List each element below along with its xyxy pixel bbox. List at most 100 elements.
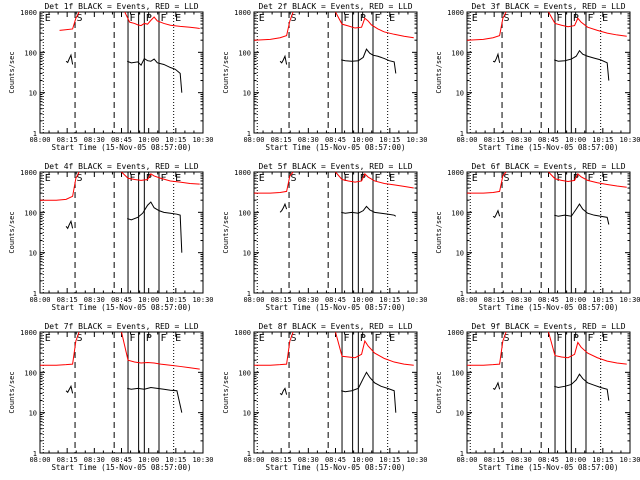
series-lld-line [124,11,200,29]
series-events-line [279,387,288,396]
marker-label: E [602,13,608,24]
ytick-label: 10 [29,410,37,418]
xtick-label: 10:15 [379,296,400,304]
xtick-label: 08:30 [511,296,532,304]
xtick-label: 08:00 [456,136,477,144]
series-events-line [341,371,397,413]
xtick-label: 08:00 [29,296,50,304]
ytick-label: 1000 [20,329,37,337]
ytick-label: 100 [451,209,464,217]
marker-label: S [77,173,83,184]
ytick-label: 1000 [447,329,464,337]
marker-label: F [557,13,563,24]
ytick-label: 10 [456,410,464,418]
x-axis-label: Start Time (15-Nov-05 08:57:00) [479,143,619,152]
marker-label: E [45,333,51,344]
ytick-label: 10 [29,90,37,98]
series-lld-line [254,171,294,194]
plot-frame [253,171,418,294]
marker-label: E [259,333,265,344]
xtick-label: 08:30 [84,456,105,464]
ytick-label: 100 [238,49,251,57]
ytick-label: 1 [460,290,464,298]
plot-frame [253,331,418,454]
series-lld-line [40,331,80,366]
marker-label: F [160,173,166,184]
ytick-label: 1 [33,290,37,298]
xtick-label: 08:30 [298,296,319,304]
marker-label: S [77,13,83,24]
y-axis-label: Counts/sec [435,211,443,253]
xtick-label: 08:30 [84,136,105,144]
series-events-line [492,209,501,219]
xtick-label: 08:45 [325,456,346,464]
plot-frame [466,171,631,294]
plot-frame [466,11,631,134]
xtick-label: 10:00 [352,136,373,144]
series-lld-line [335,331,414,366]
x-axis-label: Start Time (15-Nov-05 08:57:00) [266,303,406,312]
marker-label: S [504,173,510,184]
ytick-label: 10 [243,250,251,258]
marker-label: F [374,333,380,344]
x-axis-label: Start Time (15-Nov-05 08:57:00) [479,303,619,312]
ytick-label: 10 [456,250,464,258]
ytick-label: 1 [460,130,464,138]
xtick-label: 08:30 [511,136,532,144]
xtick-label: 10:00 [138,136,159,144]
xtick-label: 08:00 [243,296,264,304]
marker-label: F [344,173,350,184]
marker-label: E [389,333,395,344]
series-events-line [492,381,501,390]
ytick-label: 10 [243,410,251,418]
marker-label: E [259,173,265,184]
series-lld-line [254,331,294,366]
marker-label: P [146,13,152,24]
ytick-label: 1 [247,130,251,138]
xtick-label: 08:45 [111,296,132,304]
xtick-label: 08:00 [243,136,264,144]
x-axis-label: Start Time (15-Nov-05 08:57:00) [52,303,192,312]
xtick-label: 10:15 [592,296,613,304]
marker-label: F [557,173,563,184]
plot-frame [39,171,204,294]
panel-title: Det 7f BLACK = Events, RED = LLD [44,322,198,331]
ytick-label: 1000 [447,9,464,17]
detector-panel-8: Det 8f BLACK = Events, RED = LLD 1 10 100 10… [222,322,428,472]
series-events-line [279,54,288,65]
xtick-label: 08:15 [271,136,292,144]
marker-label: P [360,13,366,24]
xtick-label: 10:15 [379,456,400,464]
xtick-label: 10:30 [192,136,213,144]
series-lld-line [548,331,627,365]
series-lld-line [548,11,627,37]
xtick-label: 10:00 [138,456,159,464]
ytick-label: 10 [29,250,37,258]
ytick-label: 1 [460,450,464,458]
series-lld-line [466,11,507,41]
xtick-label: 08:00 [29,136,50,144]
ytick-label: 1 [33,130,37,138]
marker-label: E [472,173,478,184]
detector-panel-4: Det 4f BLACK = Events, RED = LLD 1 10 100 10… [8,162,214,312]
series-lld-line [467,171,507,194]
detector-panel-5: Det 5f BLACK = Events, RED = LLD 1 10 100 10… [222,162,428,312]
xtick-label: 08:30 [298,456,319,464]
marker-label: F [557,333,563,344]
marker-label: F [344,13,350,24]
series-events-line [127,201,183,253]
series-events-line [554,49,610,81]
xtick-label: 10:30 [619,296,640,304]
x-axis-label: Start Time (15-Nov-05 08:57:00) [52,463,192,472]
ytick-label: 1000 [20,9,37,17]
marker-label: F [374,13,380,24]
xtick-label: 08:30 [298,136,319,144]
xtick-label: 10:30 [406,456,427,464]
y-axis-label: Counts/sec [435,51,443,93]
series-events-line [554,373,610,401]
xtick-label: 08:45 [538,456,559,464]
plot-frame [39,331,204,454]
xtick-label: 10:00 [565,456,586,464]
xtick-label: 08:00 [29,456,50,464]
